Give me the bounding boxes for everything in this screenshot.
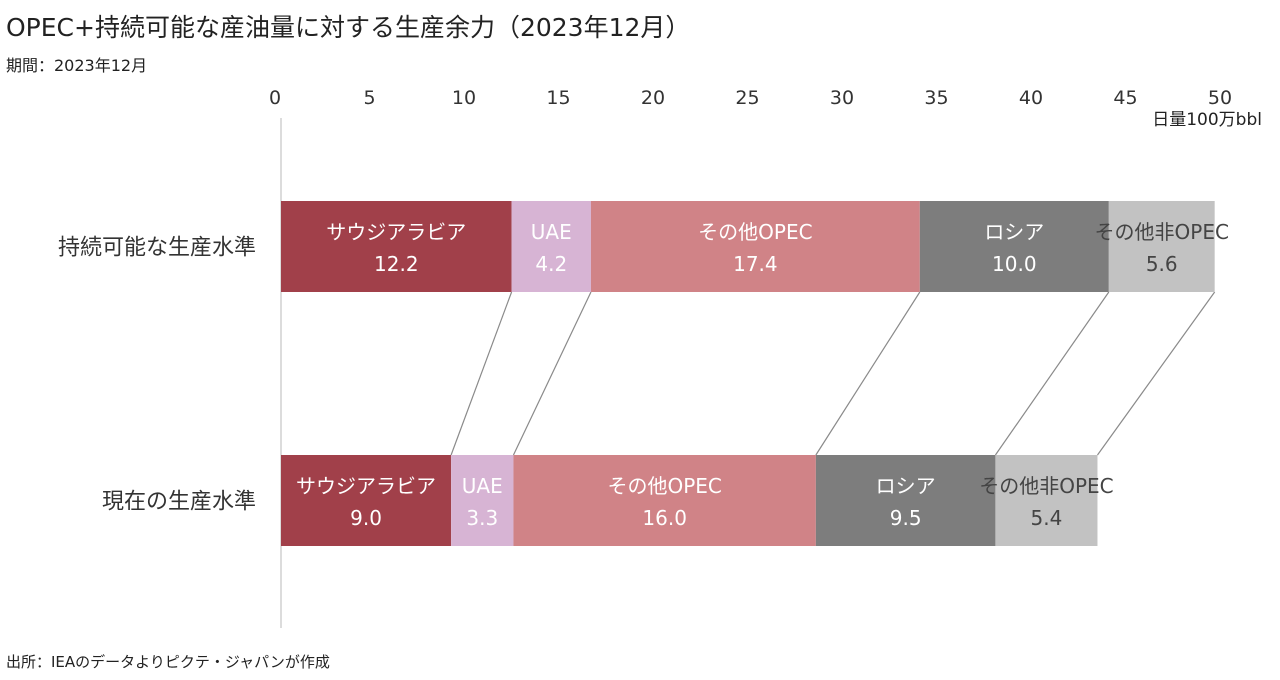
bar-segment xyxy=(513,455,816,546)
x-tick-label: 5 xyxy=(363,87,375,109)
connector-layer xyxy=(450,291,1216,456)
chart-title: OPEC+持続可能な産油量に対する生産余力（2023年12月） xyxy=(6,13,691,42)
segment-value-label: 10.0 xyxy=(992,252,1037,276)
segment-name-label: UAE xyxy=(531,220,572,244)
bar-segment xyxy=(451,455,514,546)
segment-value-label: 17.4 xyxy=(733,252,778,276)
segment-name-label: その他OPEC xyxy=(607,474,721,498)
bar-layer xyxy=(281,201,1215,546)
segment-value-label: 9.5 xyxy=(890,506,922,530)
segment-name-label: その他非OPEC xyxy=(979,474,1113,498)
bar-segment xyxy=(815,455,996,546)
connector-line xyxy=(1096,291,1216,456)
x-tick-label: 35 xyxy=(924,87,948,109)
x-tick-label: 40 xyxy=(1019,87,1043,109)
segment-name-label: ロシア xyxy=(984,220,1044,244)
x-tick-label: 25 xyxy=(735,87,759,109)
period-label: 期間：2023年12月 xyxy=(6,56,148,75)
segment-value-label: 9.0 xyxy=(350,506,382,530)
connector-line xyxy=(512,291,592,456)
bar-segment xyxy=(919,201,1109,292)
segment-name-label: サウジアラビア xyxy=(326,220,466,244)
bar-segment xyxy=(281,201,512,292)
segment-name-label: UAE xyxy=(462,474,503,498)
segment-value-label: 4.2 xyxy=(535,252,567,276)
bar-segment xyxy=(1108,201,1215,292)
connector-line xyxy=(815,291,921,456)
x-tick-label: 0 xyxy=(269,87,281,109)
axis-unit-label: 日量100万bbl xyxy=(1152,110,1262,130)
category-label: 現在の生産水準 xyxy=(102,490,256,515)
segment-value-label: 16.0 xyxy=(642,506,687,530)
segment-name-label: その他OPEC xyxy=(698,220,812,244)
category-label: 持続可能な生産水準 xyxy=(58,236,256,261)
connector-line xyxy=(450,291,513,456)
bar-segment xyxy=(995,455,1098,546)
x-tick-label: 30 xyxy=(830,87,854,109)
bar-segment xyxy=(590,201,920,292)
segment-name-label: サウジアラビア xyxy=(296,474,436,498)
segment-value-label: 3.3 xyxy=(466,506,498,530)
x-tick-label: 10 xyxy=(452,87,476,109)
x-tick-label: 45 xyxy=(1113,87,1137,109)
source-note: 出所：IEAのデータよりピクテ・ジャパンが作成 xyxy=(6,653,330,671)
segment-value-label: 12.2 xyxy=(374,252,419,276)
connector-line xyxy=(994,291,1110,456)
bar-segment xyxy=(281,455,452,546)
segment-value-label: 5.6 xyxy=(1146,252,1178,276)
x-tick-label: 15 xyxy=(546,87,570,109)
bar-segment xyxy=(511,201,591,292)
segment-name-label: ロシア xyxy=(876,474,936,498)
x-tick-label: 20 xyxy=(641,87,665,109)
segment-value-label: 5.4 xyxy=(1031,506,1063,530)
x-tick-label: 50 xyxy=(1208,87,1232,109)
segment-name-label: その他非OPEC xyxy=(1095,220,1229,244)
